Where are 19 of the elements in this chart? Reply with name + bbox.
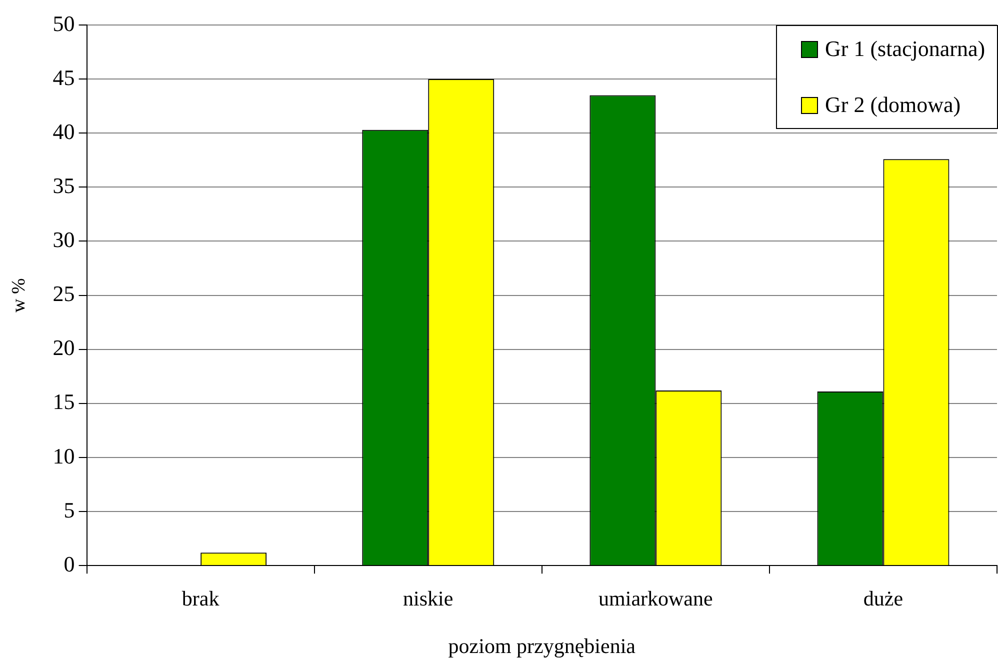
y-tick-label: 5 (64, 497, 75, 522)
y-tick-label: 10 (52, 443, 75, 468)
legend-label: Gr 1 (stacjonarna) (825, 36, 986, 62)
x-axis-title: poziom przygnębienia (448, 634, 636, 658)
x-tick-label: duże (863, 586, 904, 611)
legend-label: Gr 2 (domowa) (825, 92, 961, 118)
y-tick-label: 45 (52, 64, 75, 90)
x-tick-label: umiarkowane (598, 586, 713, 611)
y-tick-label: 20 (52, 335, 75, 360)
y-tick-label: 30 (52, 227, 75, 252)
y-axis-title: w % (8, 278, 30, 312)
y-tick-label: 40 (52, 118, 75, 144)
x-tick-label: niskie (403, 586, 454, 611)
y-tick-label: 35 (52, 172, 75, 198)
y-tick-label: 50 (52, 10, 75, 36)
y-tick-label: 0 (64, 551, 75, 576)
y-tick-label: 25 (52, 281, 75, 306)
y-tick-label: 15 (52, 389, 75, 414)
x-tick-label: brak (182, 586, 220, 611)
